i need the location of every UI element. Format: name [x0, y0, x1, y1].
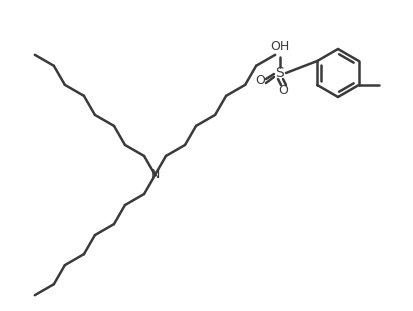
Text: N: N	[150, 169, 160, 182]
Text: O: O	[278, 85, 288, 98]
Text: OH: OH	[271, 40, 290, 53]
Text: S: S	[275, 66, 285, 80]
Text: O: O	[255, 75, 265, 87]
